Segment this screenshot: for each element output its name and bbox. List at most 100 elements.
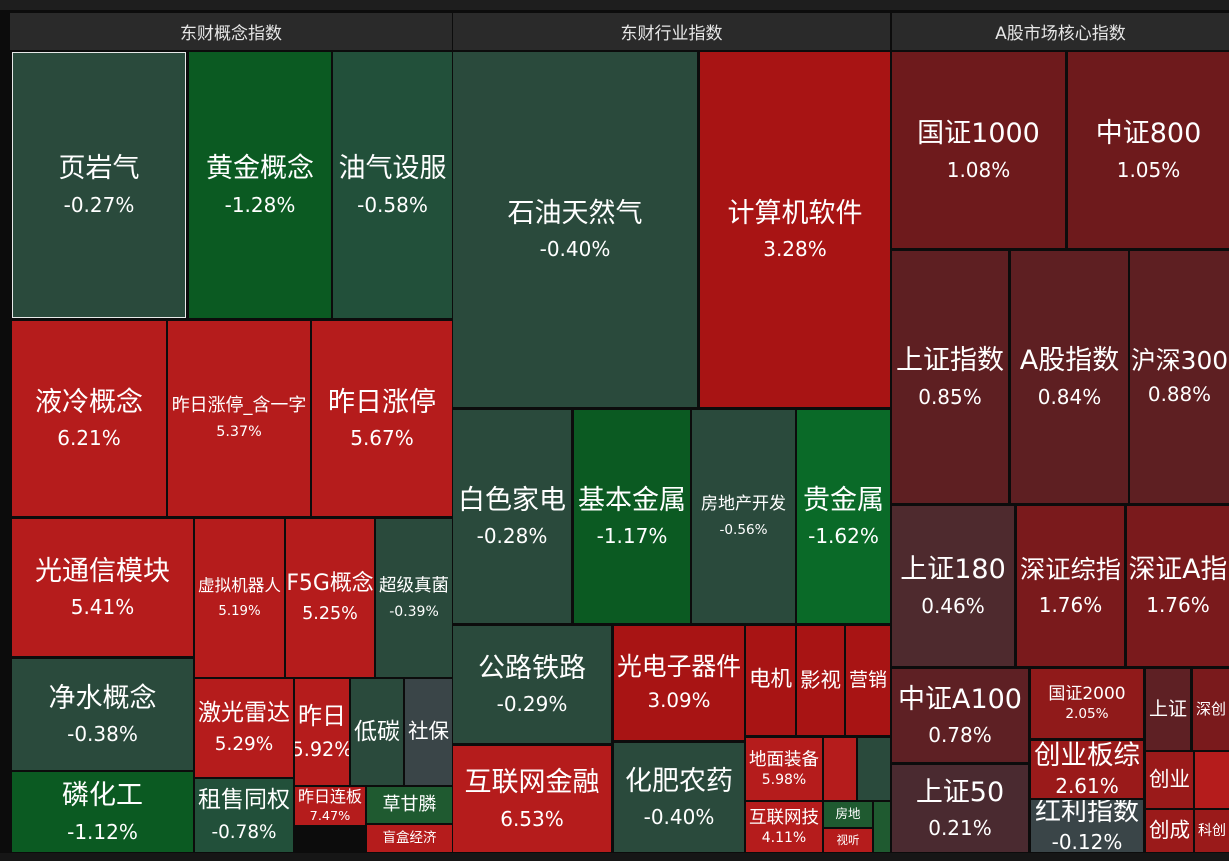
treemap-tile[interactable]: 白色家电 -0.28% <box>453 410 571 623</box>
tile-name: 电机 <box>748 667 792 693</box>
treemap-tile[interactable]: 昨日涨停_含一字 5.37% <box>168 321 310 516</box>
tile-change: -0.40% <box>539 237 611 262</box>
treemap-tile[interactable]: F5G概念 5.25% <box>286 519 374 677</box>
tile-name: 科创 <box>1198 822 1226 839</box>
treemap-tile[interactable]: 视听 <box>824 829 872 852</box>
treemap-tile[interactable]: 虚拟机器人 5.19% <box>195 519 284 677</box>
treemap-tile[interactable]: 光通信模块 5.41% <box>12 519 193 656</box>
treemap-tile[interactable]: 地面装备 5.98% <box>746 738 822 800</box>
filler-tile <box>1195 752 1229 808</box>
tile-change: -1.17% <box>596 524 668 549</box>
treemap-tile[interactable]: 基本金属 -1.17% <box>574 410 690 623</box>
treemap-tile[interactable]: 昨日涨停 5.67% <box>312 321 452 516</box>
tile-change: -0.78% <box>211 821 277 843</box>
tile-name: 液冷概念 <box>35 386 143 418</box>
tile-name: 影视 <box>800 667 841 692</box>
treemap-tile[interactable]: 昨日 5.92% <box>295 679 349 785</box>
treemap-tile[interactable]: 激光雷达 5.29% <box>195 679 293 777</box>
treemap-tile[interactable]: 化肥农药 -0.40% <box>614 743 744 852</box>
treemap-tile[interactable]: 净水概念 -0.38% <box>12 659 193 770</box>
tile-name: 虚拟机器人 <box>198 576 281 596</box>
treemap-tile[interactable]: 盲盒经济 <box>367 825 452 852</box>
treemap-tile[interactable]: 液冷概念 6.21% <box>12 321 166 516</box>
treemap-tile[interactable]: 沪深300 0.88% <box>1130 251 1229 503</box>
tile-name: 昨日涨停_含一字 <box>171 394 307 416</box>
treemap-tile[interactable]: 创业板综 2.61% <box>1031 741 1143 798</box>
tile-name: 光电子器件 <box>617 651 741 681</box>
treemap-tile[interactable]: 低碳 <box>351 679 403 785</box>
treemap-tile[interactable]: 上证 <box>1146 669 1190 750</box>
treemap-tile[interactable]: 石油天然气 -0.40% <box>453 52 697 407</box>
treemap-tile[interactable]: 创业 <box>1146 752 1193 808</box>
tile-name: 页岩气 <box>58 153 140 185</box>
tile-change: -0.12% <box>1051 829 1123 852</box>
treemap-tile[interactable]: 互联网金融 6.53% <box>453 746 611 852</box>
tile-name: 上证指数 <box>896 345 1004 377</box>
treemap-tile[interactable]: 公路铁路 -0.29% <box>453 626 611 743</box>
panel-title: 东财概念指数 <box>10 13 452 50</box>
treemap-tile[interactable]: 互联网技 4.11% <box>746 802 822 852</box>
tile-name: 上证 <box>1148 697 1187 720</box>
tile-name: 昨日 <box>298 701 346 730</box>
treemap-tile[interactable]: 贵金属 -1.62% <box>797 410 890 623</box>
tile-change: 5.92% <box>295 738 349 762</box>
treemap-tile[interactable]: 上证50 0.21% <box>892 765 1028 852</box>
treemap-tile[interactable]: 中证800 1.05% <box>1068 52 1229 248</box>
tile-name: 租售同权 <box>198 787 290 814</box>
treemap-tile[interactable]: 磷化工 -1.12% <box>12 772 193 852</box>
treemap-tile[interactable]: 黄金概念 -1.28% <box>189 52 331 318</box>
treemap-tile[interactable]: 超级真菌 -0.39% <box>376 519 452 677</box>
treemap-tile[interactable]: 中证A100 0.78% <box>892 669 1028 762</box>
treemap-tile[interactable]: 营销 <box>846 626 890 735</box>
tile-name: 视听 <box>836 832 860 847</box>
treemap-tile[interactable]: 国证1000 1.08% <box>892 52 1065 248</box>
treemap-tile[interactable]: 昨日连板 7.47% <box>295 787 365 825</box>
treemap-tile[interactable]: 光电子器件 3.09% <box>614 626 744 740</box>
treemap-tile[interactable]: 影视 <box>797 626 844 735</box>
tile-name: 沪深300 <box>1130 345 1229 375</box>
tile-name: 互联网技 <box>749 807 819 828</box>
treemap-tile[interactable]: 页岩气 -0.27% <box>12 52 186 318</box>
tile-change: -1.12% <box>67 819 138 844</box>
treemap-tile[interactable]: 社保 <box>405 679 452 785</box>
treemap-tile[interactable]: 创成 <box>1146 810 1193 852</box>
tile-change: 0.84% <box>1037 384 1102 409</box>
tile-name: 上证180 <box>900 554 1006 586</box>
tile-name: 磷化工 <box>62 780 143 812</box>
treemap-tile[interactable]: A股指数 0.84% <box>1011 251 1128 503</box>
tile-change: 5.25% <box>302 604 358 625</box>
tile-change: 5.41% <box>70 595 135 620</box>
tile-name: 深证综指 <box>1020 555 1121 585</box>
tile-name: 地面装备 <box>749 749 819 770</box>
bottom-bar <box>0 853 1229 861</box>
treemap-tile[interactable]: 房地 <box>824 802 872 827</box>
treemap-tile[interactable]: 电机 <box>746 626 795 735</box>
tile-change: 3.09% <box>647 689 711 713</box>
treemap-tile[interactable]: 深证综指 1.76% <box>1017 506 1124 666</box>
tile-change: -1.62% <box>808 524 879 549</box>
treemap-tile[interactable]: 国证2000 2.05% <box>1031 669 1143 738</box>
tile-name: 社保 <box>408 719 449 744</box>
tile-change: 5.29% <box>214 734 274 756</box>
tile-change: 6.21% <box>57 426 121 451</box>
treemap-tile[interactable]: 深证A指 1.76% <box>1127 506 1229 666</box>
tile-name: 白色家电 <box>458 484 566 516</box>
treemap-tile[interactable]: 计算机软件 3.28% <box>700 52 890 407</box>
tile-name: 营销 <box>848 668 887 691</box>
treemap-tile[interactable]: 草甘膦 <box>367 787 452 823</box>
tile-name: 贵金属 <box>803 484 884 516</box>
tile-name: 房地产开发 <box>701 493 786 514</box>
treemap-tile[interactable]: 红利指数 -0.12% <box>1031 800 1143 852</box>
treemap-tile[interactable]: 上证指数 0.85% <box>892 251 1008 503</box>
treemap-tile[interactable]: 深创 <box>1193 669 1229 750</box>
treemap-tile[interactable]: 房地产开发 -0.56% <box>692 410 795 623</box>
treemap-tile[interactable]: 油气设服 -0.58% <box>333 52 452 318</box>
tile-change: 5.37% <box>216 424 262 441</box>
treemap-tile[interactable]: 上证180 0.46% <box>892 506 1014 666</box>
tile-change: -0.29% <box>496 692 568 717</box>
treemap-tile[interactable]: 租售同权 -0.78% <box>195 779 293 852</box>
tile-name: A股指数 <box>1019 345 1120 377</box>
treemap-tile[interactable]: 科创 <box>1195 810 1229 852</box>
tile-name: 房地 <box>835 806 861 822</box>
tile-name: 光通信模块 <box>35 555 170 587</box>
